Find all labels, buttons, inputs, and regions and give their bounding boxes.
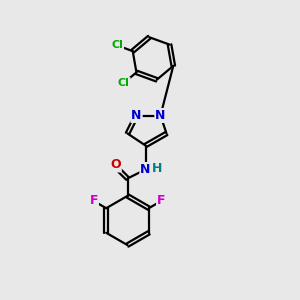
Text: N: N — [140, 163, 151, 176]
Text: N: N — [155, 109, 166, 122]
Text: Cl: Cl — [118, 78, 130, 88]
Text: F: F — [157, 194, 166, 208]
Text: F: F — [89, 194, 98, 208]
Text: Cl: Cl — [111, 40, 123, 50]
Text: N: N — [131, 109, 142, 122]
Text: O: O — [110, 158, 121, 172]
Text: H: H — [152, 161, 162, 175]
